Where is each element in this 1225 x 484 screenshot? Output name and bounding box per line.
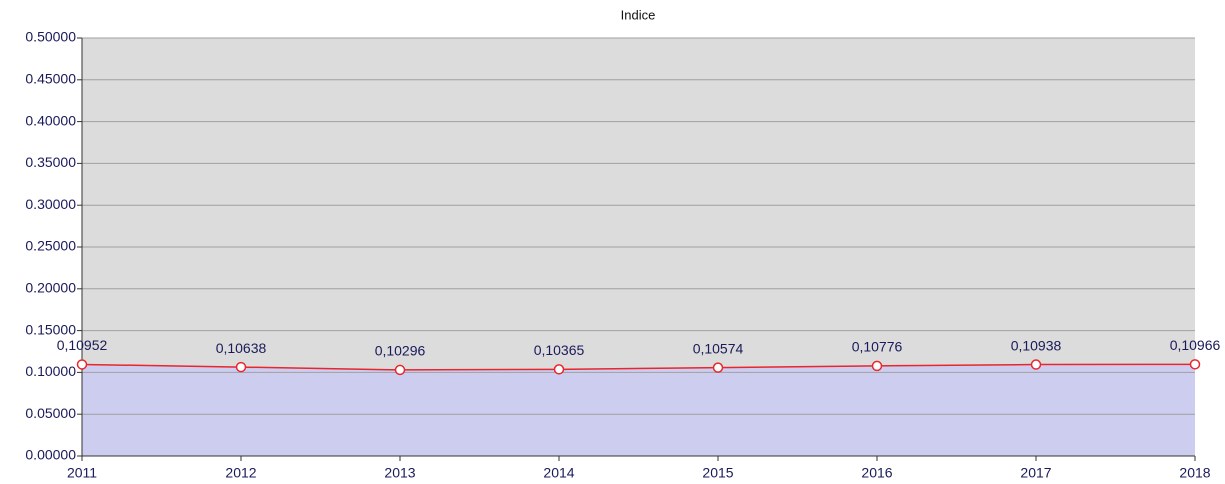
- x-tick-label: 2014: [543, 465, 574, 481]
- data-label: 0,10776: [852, 339, 903, 355]
- x-tick-label: 2011: [67, 465, 97, 481]
- point: [394, 364, 406, 376]
- point: [76, 359, 88, 370]
- data-label: 0,10365: [534, 342, 585, 358]
- x-tick-label: 2012: [225, 465, 256, 481]
- point: [712, 362, 724, 373]
- data-label: 0,10296: [375, 343, 426, 359]
- x-tick-label: 2015: [702, 465, 733, 481]
- x-tick-label: 2017: [1020, 465, 1051, 481]
- y-tick-label: 0.35000: [25, 154, 76, 170]
- point: [553, 364, 565, 375]
- point: [1189, 359, 1201, 370]
- point: [235, 361, 247, 373]
- chart-title: Indice: [621, 7, 656, 22]
- y-tick-label: 0.25000: [25, 238, 76, 254]
- data-label: 0,10952: [57, 337, 108, 353]
- point: [1030, 359, 1042, 370]
- y-tick-label: 0.00000: [25, 447, 76, 463]
- y-tick-label: 0.50000: [25, 29, 76, 45]
- line: [81, 363, 1196, 371]
- x-tick-label: 2016: [861, 465, 892, 481]
- point: [871, 360, 883, 372]
- y-tick-label: 0.30000: [25, 196, 76, 212]
- y-tick-label: 0.20000: [25, 280, 76, 296]
- data-label: 0,10966: [1170, 337, 1221, 353]
- data-label: 0,10638: [216, 340, 267, 356]
- data-label: 0,10938: [1011, 337, 1062, 353]
- data-label: 0,10574: [693, 340, 744, 356]
- y-tick-label: 0.05000: [25, 405, 76, 421]
- y-tick-label: 0.15000: [25, 321, 76, 337]
- x-tick-label: 2018: [1179, 465, 1210, 481]
- x-tick-label: 2013: [384, 465, 415, 481]
- y-tick-label: 0.10000: [25, 363, 76, 379]
- y-tick-label: 0.40000: [25, 112, 76, 128]
- y-tick-label: 0.45000: [25, 71, 76, 87]
- area: [82, 364, 1195, 456]
